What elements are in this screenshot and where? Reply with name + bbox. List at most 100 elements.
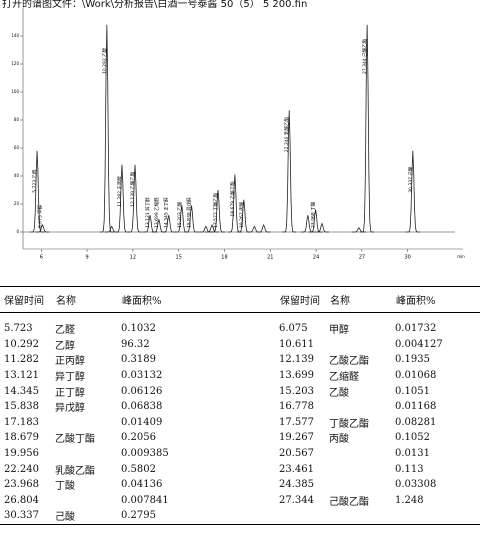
table-cell xyxy=(329,337,395,353)
peak xyxy=(104,225,119,233)
table-cell xyxy=(329,477,395,493)
table-cell: 19.267 xyxy=(279,432,314,444)
table-cell: 10.611 xyxy=(279,338,314,350)
chromatogram: 0 20 40 60 80 100 120 140 6 9 12 15 18 21 24 27 30 min 5.7… xyxy=(11,8,465,261)
table-cell: 0.113 xyxy=(395,463,424,475)
table-cell: 15.838 xyxy=(4,401,39,413)
x-tick-label: 12 xyxy=(130,255,136,261)
peak xyxy=(161,215,176,233)
table-cell xyxy=(329,461,395,477)
peak xyxy=(184,205,199,233)
table-cell xyxy=(55,493,121,509)
table-row: 10.292 乙醇 96.32 10.611 0.004127 xyxy=(0,337,480,353)
peak xyxy=(256,224,271,233)
y-tick-label: 60 xyxy=(14,145,20,150)
table-cell: 18.679 xyxy=(4,432,39,444)
table-cell: 20.567 xyxy=(279,448,314,460)
table-cell: 0.1051 xyxy=(395,385,430,397)
peak xyxy=(247,225,262,233)
table-cell: 0.1052 xyxy=(395,432,430,444)
x-tick-label: 15 xyxy=(176,255,182,261)
result-table: 保留时间 名称 峰面积% 保留时间 名称 峰面积% 5.723 乙醛 0.1032 6.075 甲… xyxy=(0,286,480,525)
table-cell: 13.121 xyxy=(4,370,39,382)
peak xyxy=(282,110,297,233)
peak xyxy=(127,164,143,233)
table-cell: 0.04136 xyxy=(121,479,163,491)
table-cell: 乙醛 xyxy=(55,325,75,337)
peak xyxy=(308,209,323,233)
table-cell: 正丙醇 xyxy=(55,356,85,368)
table-cell: 0.004127 xyxy=(395,338,443,350)
y-tick-label: 100 xyxy=(11,89,19,94)
header-row: 保留时间 名称 峰面积% 保留时间 名称 峰面积% xyxy=(0,286,480,313)
peak xyxy=(114,164,129,233)
peak xyxy=(198,225,213,233)
table-cell: 19.956 xyxy=(4,448,39,460)
peak-label: 12.139 乙酸乙酯 xyxy=(129,171,136,207)
table-cell: 26.804 xyxy=(4,494,39,506)
file-path: 打开的谱图文件：\Work\分析报告\白酒一号泰酱 50（5） 5 200.fi… xyxy=(2,0,308,10)
peak-label: 17.577 丁酸乙酯 xyxy=(212,192,219,228)
table-cell: 30.337 xyxy=(4,510,39,522)
table-cell: 0.01732 xyxy=(395,323,437,335)
peak-label: 6.075 甲醇 xyxy=(36,204,43,228)
table-cell: 11.282 xyxy=(4,354,39,366)
table-cell: 异戊醇 xyxy=(55,403,85,415)
table-cell: 0.2795 xyxy=(121,510,156,522)
peak xyxy=(314,222,330,233)
table-cell xyxy=(395,508,480,524)
table-row: 14.345 正丁醇 0.06126 15.203 乙酸 0.1051 xyxy=(0,383,480,399)
peak xyxy=(405,150,420,233)
table-row: 22.240 乳酸乙酯 0.5802 23.461 0.113 xyxy=(0,461,480,477)
peak-label: 10.292 乙醇 xyxy=(101,47,108,74)
table-cell: 0.009385 xyxy=(121,448,169,460)
table-cell: 乙酸乙酯 xyxy=(329,356,369,368)
column-header: 保留时间 xyxy=(280,296,320,307)
y-tick-label: 0 xyxy=(16,229,19,234)
table-cell: 0.2056 xyxy=(121,432,156,444)
table-cell: 乙醇 xyxy=(55,340,75,352)
x-tick-label: 6 xyxy=(40,255,43,261)
peak-label: 14.345 正丁醇 xyxy=(163,197,170,228)
table-row: 17.183 0.01409 17.577 丁酸乙酯 0.08281 xyxy=(0,415,480,431)
peak-label: 13.121 异丁醇 xyxy=(144,197,151,228)
table-row: 15.838 异戊醇 0.06838 16.778 0.01168 xyxy=(0,399,480,415)
table-cell: 17.183 xyxy=(4,416,39,428)
table-cell xyxy=(55,415,121,431)
peak-label: 18.679 乙酸丁酯 xyxy=(229,181,236,217)
y-tick-label: 120 xyxy=(11,61,19,66)
table-cell: 己酸乙酯 xyxy=(329,496,369,508)
table-cell: 10.292 xyxy=(4,338,39,350)
x-tick-label: 9 xyxy=(86,255,89,261)
peak-label: 15.838 异戊醇 xyxy=(185,197,192,228)
table-row: 18.679 乙酸丁酯 0.2056 19.267 丙酸 0.1052 xyxy=(0,430,480,446)
table-cell: 22.240 xyxy=(4,463,39,475)
table-cell: 23.968 xyxy=(4,479,39,491)
table-cell: 13.699 xyxy=(279,370,314,382)
table-cell: 0.3189 xyxy=(121,354,156,366)
peak xyxy=(360,24,375,233)
peak-label: 5.723 乙醛 xyxy=(31,169,38,193)
table-row: 19.956 0.009385 20.567 0.0131 xyxy=(0,446,480,462)
peak-label: 15.203 乙酸 xyxy=(176,201,183,228)
table-cell: 0.06838 xyxy=(121,401,163,413)
table-row: 5.723 乙醛 0.1032 6.075 甲醇 0.01732 xyxy=(0,313,480,337)
table-cell: 丁酸乙酯 xyxy=(329,418,369,430)
peak-label: 22.240 乳酸乙酯 xyxy=(283,117,290,153)
table-cell: 0.06126 xyxy=(121,385,163,397)
table-cell: 0.1032 xyxy=(121,323,156,335)
table-row: 23.968 丁酸 0.04136 24.385 0.03308 xyxy=(0,477,480,493)
column-header: 峰面积% xyxy=(122,296,162,307)
peak xyxy=(211,189,226,233)
peak xyxy=(204,224,220,233)
table-cell: 0.03132 xyxy=(121,370,163,382)
table-cell: 丙酸 xyxy=(329,434,349,446)
table-cell: 0.0131 xyxy=(395,448,430,460)
column-header: 名称 xyxy=(56,296,76,307)
table-cell: 正丁醇 xyxy=(55,387,85,399)
y-tick-label: 40 xyxy=(14,173,20,178)
table-cell: 14.345 xyxy=(4,385,39,397)
table-cell xyxy=(55,446,121,462)
table-row: 30.337 己酸 0.2795 xyxy=(0,508,480,525)
y-tick-label: 80 xyxy=(14,117,20,122)
